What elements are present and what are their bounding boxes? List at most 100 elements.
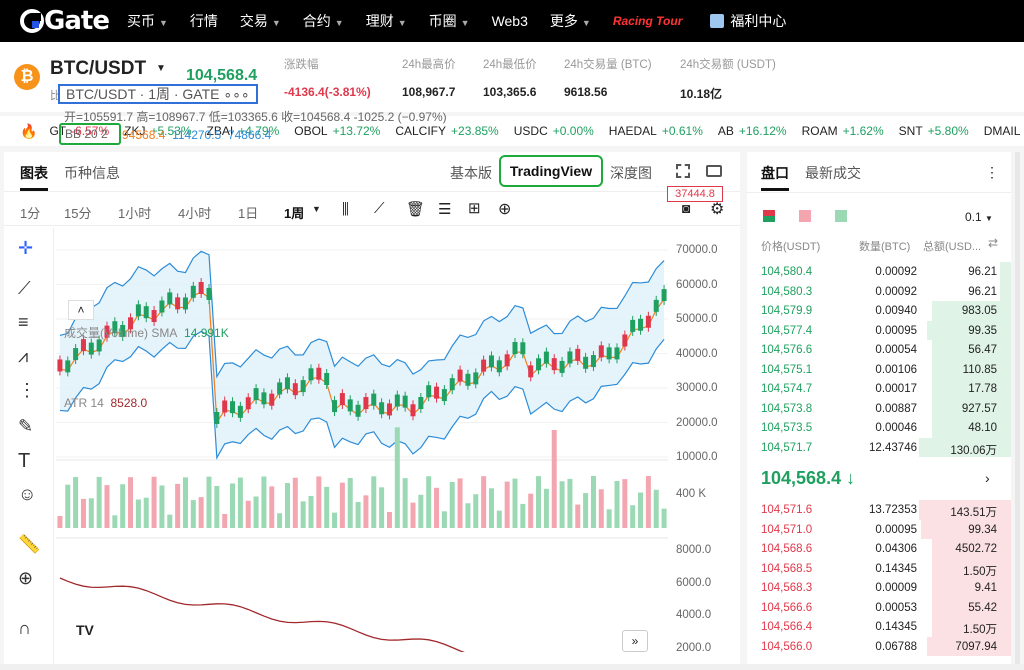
grid-icon[interactable]: ⊞ <box>468 200 481 217</box>
brush-icon[interactable]: ✎ <box>18 416 34 436</box>
precision-select[interactable]: 0.1 ▼ <box>965 210 993 224</box>
volume-bar <box>410 502 416 528</box>
marquee-item[interactable]: DMAIL <box>984 124 1021 138</box>
marquee-item[interactable]: ZBAI +4.79% <box>207 124 280 138</box>
book-row[interactable]: 104,576.6 0.00054 56.47 <box>747 340 1011 360</box>
indicator-icon[interactable]: ⟋ <box>374 200 385 217</box>
timeframe-5[interactable]: 1周 <box>284 206 305 221</box>
book-row[interactable]: 104,580.4 0.00092 96.21 <box>747 262 1011 282</box>
nav-item-2[interactable]: 交易 ▼ <box>240 11 281 31</box>
timeframe-2[interactable]: 1小时 <box>118 206 152 221</box>
book-bids-icon[interactable] <box>835 210 847 222</box>
magnet-icon[interactable]: ∩ <box>18 618 31 638</box>
book-row[interactable]: 104,566.4 0.14345 1.50万 <box>747 617 1011 637</box>
book-row[interactable]: 104,568.6 0.04306 4502.72 <box>747 539 1011 559</box>
book-row[interactable]: 104,571.6 13.72353 143.51万 <box>747 500 1011 520</box>
mode-basic[interactable]: 基本版 <box>450 165 492 181</box>
tab-order-book[interactable]: 盘口 <box>761 165 789 181</box>
marquee-item[interactable]: ROAM +1.62% <box>802 124 884 138</box>
nav-item-4[interactable]: 理财 ▼ <box>366 11 407 31</box>
book-row[interactable]: 104,574.7 0.00017 17.78 <box>747 379 1011 399</box>
book-row[interactable]: 104,568.5 0.14345 1.50万 <box>747 558 1011 578</box>
swap-icon[interactable]: ⇄ <box>988 236 999 250</box>
marquee-item[interactable]: AB +16.12% <box>718 124 787 138</box>
nav-item-1[interactable]: 行情 <box>190 11 218 31</box>
candle-body <box>57 359 63 372</box>
mode-depth[interactable]: 深度图 <box>610 165 652 181</box>
book-row[interactable]: 104,577.4 0.00095 99.35 <box>747 320 1011 340</box>
book-row[interactable]: 104,568.3 0.00009 9.41 <box>747 578 1011 598</box>
camera-icon[interactable]: ◙ <box>682 200 691 216</box>
volume-bar <box>159 485 165 528</box>
pair-dropdown-icon[interactable]: ▼ <box>156 63 166 74</box>
more-icon[interactable]: ∘∘∘ <box>223 86 250 102</box>
welfare-center-link[interactable]: 福利中心 <box>710 11 786 31</box>
tab-coin-info[interactable]: 币种信息 <box>64 165 120 181</box>
more-vert-icon[interactable]: ⋮ <box>985 164 999 180</box>
nav-item-label: 合约 <box>302 13 331 29</box>
fib-icon[interactable]: ≡ <box>18 312 29 332</box>
ruler-icon[interactable]: 📏 <box>18 534 41 554</box>
book-row[interactable]: 104,571.0 0.00095 99.34 <box>747 519 1011 539</box>
book-row[interactable]: 104,580.3 0.00092 96.21 <box>747 281 1011 301</box>
bb-indicator-label[interactable]: BB 20 2 <box>59 123 121 145</box>
book-row[interactable]: 104,573.8 0.00887 927.57 <box>747 398 1011 418</box>
marquee-item[interactable]: ZKJ +5.53% <box>124 124 191 138</box>
timeframe-4[interactable]: 1日 <box>238 206 259 221</box>
marquee-item[interactable]: HAEDAL +0.61% <box>609 124 703 138</box>
candle-body <box>65 360 71 373</box>
forecast-icon[interactable]: ⋮ <box>18 380 36 400</box>
emoji-icon[interactable]: ☺ <box>18 484 37 504</box>
crosshair-icon[interactable]: ✛ <box>18 238 34 258</box>
price-chart-plot[interactable] <box>56 228 668 652</box>
fullscreen-icon[interactable] <box>676 164 690 178</box>
chart-symbol-legend[interactable]: BTC/USDT · 1周 · GATE ∘∘∘ <box>58 84 258 104</box>
tab-latest-trades[interactable]: 最新成交 <box>805 165 861 181</box>
tf-dropdown-icon[interactable]: ▼ <box>312 204 321 214</box>
collapse-button[interactable]: ˄ <box>68 300 94 320</box>
gate-logo[interactable]: Gate <box>20 6 110 36</box>
add-alert-icon[interactable]: ⊕ <box>498 201 512 218</box>
marquee-item[interactable]: USDC +0.00% <box>514 124 594 138</box>
list-icon[interactable]: ☰ <box>438 201 452 218</box>
mid-price[interactable]: 104,568.4 ↓ <box>761 468 856 488</box>
pattern-icon[interactable]: ⩘ <box>18 346 29 366</box>
book-row[interactable]: 104,571.7 12.43746 130.06万 <box>747 437 1011 457</box>
pair-title[interactable]: BTC/USDT <box>50 58 147 79</box>
marquee-item[interactable]: CALCIFY +23.85% <box>395 124 498 138</box>
book-both-icon[interactable] <box>763 210 775 222</box>
marquee-item[interactable]: GT -6.57% <box>49 124 109 138</box>
chevron-right-icon[interactable]: › <box>985 470 990 486</box>
book-row[interactable]: 104,566.0 0.06788 7097.94 <box>747 636 1011 656</box>
book-row[interactable]: 104,566.6 0.00053 55.42 <box>747 597 1011 617</box>
racing-tour-banner[interactable]: Racing Tour <box>612 14 683 28</box>
book-asks-icon[interactable] <box>799 210 811 222</box>
timeframe-3[interactable]: 4小时 <box>178 206 212 221</box>
nav-item-7[interactable]: 更多 ▼ <box>550 11 591 31</box>
trendline-icon[interactable]: ⟋ <box>18 278 31 298</box>
page-scrollbar[interactable] <box>1015 152 1020 670</box>
timeframe-0[interactable]: 1分 <box>20 206 41 221</box>
book-row[interactable]: 104,575.1 0.00106 110.85 <box>747 359 1011 379</box>
scroll-right-button[interactable]: » <box>622 630 648 652</box>
nav-item-5[interactable]: 币圈 ▼ <box>429 11 470 31</box>
timeframe-1[interactable]: 15分 <box>64 206 92 221</box>
mode-tradingview[interactable]: TradingView <box>499 155 603 187</box>
candle-body <box>300 380 306 393</box>
atr-label: ATR 14 <box>64 396 104 410</box>
book-row[interactable]: 104,579.9 0.00940 983.05 <box>747 301 1011 321</box>
text-icon[interactable]: T <box>18 450 31 472</box>
settings-icon[interactable]: ⚙ <box>710 201 725 218</box>
marquee-item[interactable]: OBOL +13.72% <box>294 124 380 138</box>
nav-item-0[interactable]: 买币 ▼ <box>127 11 168 31</box>
tab-chart[interactable]: 图表 <box>20 165 48 181</box>
stat-high-label: 24h最高价 <box>402 59 456 71</box>
zoom-icon[interactable]: ⊕ <box>18 568 34 588</box>
book-row[interactable]: 104,573.5 0.00046 48.10 <box>747 418 1011 438</box>
candle-type-icon[interactable]: ⫼ <box>342 201 349 218</box>
window-icon[interactable] <box>706 165 722 177</box>
marquee-item[interactable]: SNT +5.80% <box>899 124 969 138</box>
nav-item-3[interactable]: 合约 ▼ <box>303 11 344 31</box>
trash-icon[interactable]: 🗑 <box>406 201 426 218</box>
nav-item-6[interactable]: Web3 <box>492 13 528 29</box>
